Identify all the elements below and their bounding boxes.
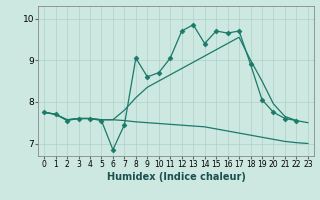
X-axis label: Humidex (Indice chaleur): Humidex (Indice chaleur) bbox=[107, 172, 245, 182]
